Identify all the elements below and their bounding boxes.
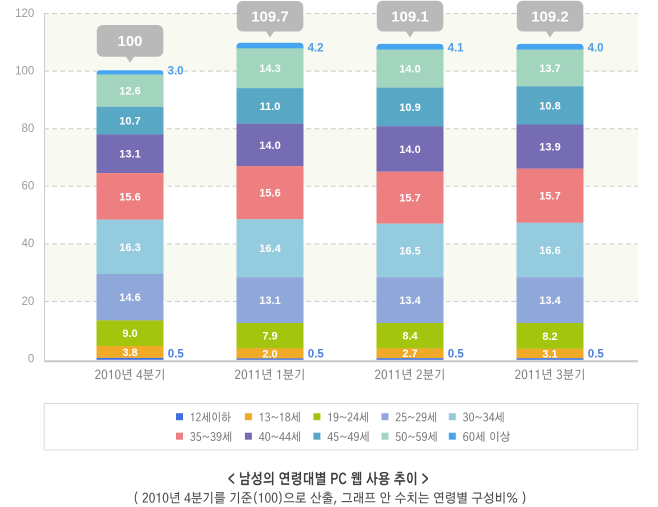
svg-text:13.9: 13.9 (539, 142, 560, 154)
svg-text:20: 20 (22, 296, 35, 308)
svg-text:3.8: 3.8 (122, 347, 137, 359)
svg-text:2.0: 2.0 (262, 348, 277, 360)
svg-text:16.6: 16.6 (539, 245, 560, 257)
svg-text:2.7: 2.7 (402, 348, 417, 360)
svg-text:0.5: 0.5 (168, 349, 185, 361)
svg-text:14.3: 14.3 (259, 63, 280, 75)
svg-text:14.6: 14.6 (119, 292, 140, 304)
svg-text:0.5: 0.5 (588, 349, 605, 361)
svg-text:109.1: 109.1 (391, 8, 429, 25)
svg-text:11.0: 11.0 (260, 101, 281, 113)
svg-text:4.2: 4.2 (308, 43, 324, 55)
svg-text:10.7: 10.7 (119, 116, 140, 128)
svg-text:3.1: 3.1 (542, 348, 557, 360)
svg-text:14.0: 14.0 (399, 64, 420, 76)
svg-text:14.0: 14.0 (259, 140, 280, 152)
svg-text:8.2: 8.2 (542, 331, 557, 343)
svg-text:4.1: 4.1 (448, 43, 465, 55)
svg-text:9.0: 9.0 (122, 328, 137, 340)
svg-text:13.7: 13.7 (539, 63, 560, 75)
svg-text:16.3: 16.3 (119, 242, 140, 254)
svg-text:3.0: 3.0 (168, 66, 184, 78)
svg-text:13.4: 13.4 (399, 295, 421, 307)
svg-text:4.0: 4.0 (588, 43, 604, 55)
svg-text:0.5: 0.5 (448, 349, 465, 361)
svg-text:10.8: 10.8 (539, 100, 560, 112)
svg-text:100: 100 (15, 65, 34, 77)
svg-text:15.7: 15.7 (539, 191, 560, 203)
svg-text:15.6: 15.6 (119, 191, 140, 203)
svg-text:109.7: 109.7 (251, 8, 289, 25)
svg-text:15.6: 15.6 (259, 188, 280, 200)
svg-text:0.5: 0.5 (308, 349, 325, 361)
svg-text:109.2: 109.2 (531, 8, 569, 25)
svg-text:13.1: 13.1 (119, 149, 140, 161)
svg-text:15.7: 15.7 (399, 193, 420, 205)
svg-text:60: 60 (22, 181, 35, 193)
svg-text:16.4: 16.4 (259, 243, 281, 255)
svg-text:120: 120 (15, 8, 34, 20)
svg-text:40: 40 (22, 238, 35, 250)
svg-text:10.9: 10.9 (399, 102, 420, 114)
svg-text:80: 80 (22, 123, 35, 135)
svg-text:0: 0 (28, 353, 34, 365)
svg-text:100: 100 (117, 33, 142, 50)
svg-text:13.1: 13.1 (259, 295, 280, 307)
svg-text:14.0: 14.0 (399, 144, 420, 156)
svg-text:12.6: 12.6 (119, 86, 140, 98)
svg-text:7.9: 7.9 (262, 331, 277, 343)
svg-text:13.4: 13.4 (539, 295, 561, 307)
svg-text:8.4: 8.4 (402, 331, 418, 343)
svg-text:16.5: 16.5 (399, 245, 420, 257)
